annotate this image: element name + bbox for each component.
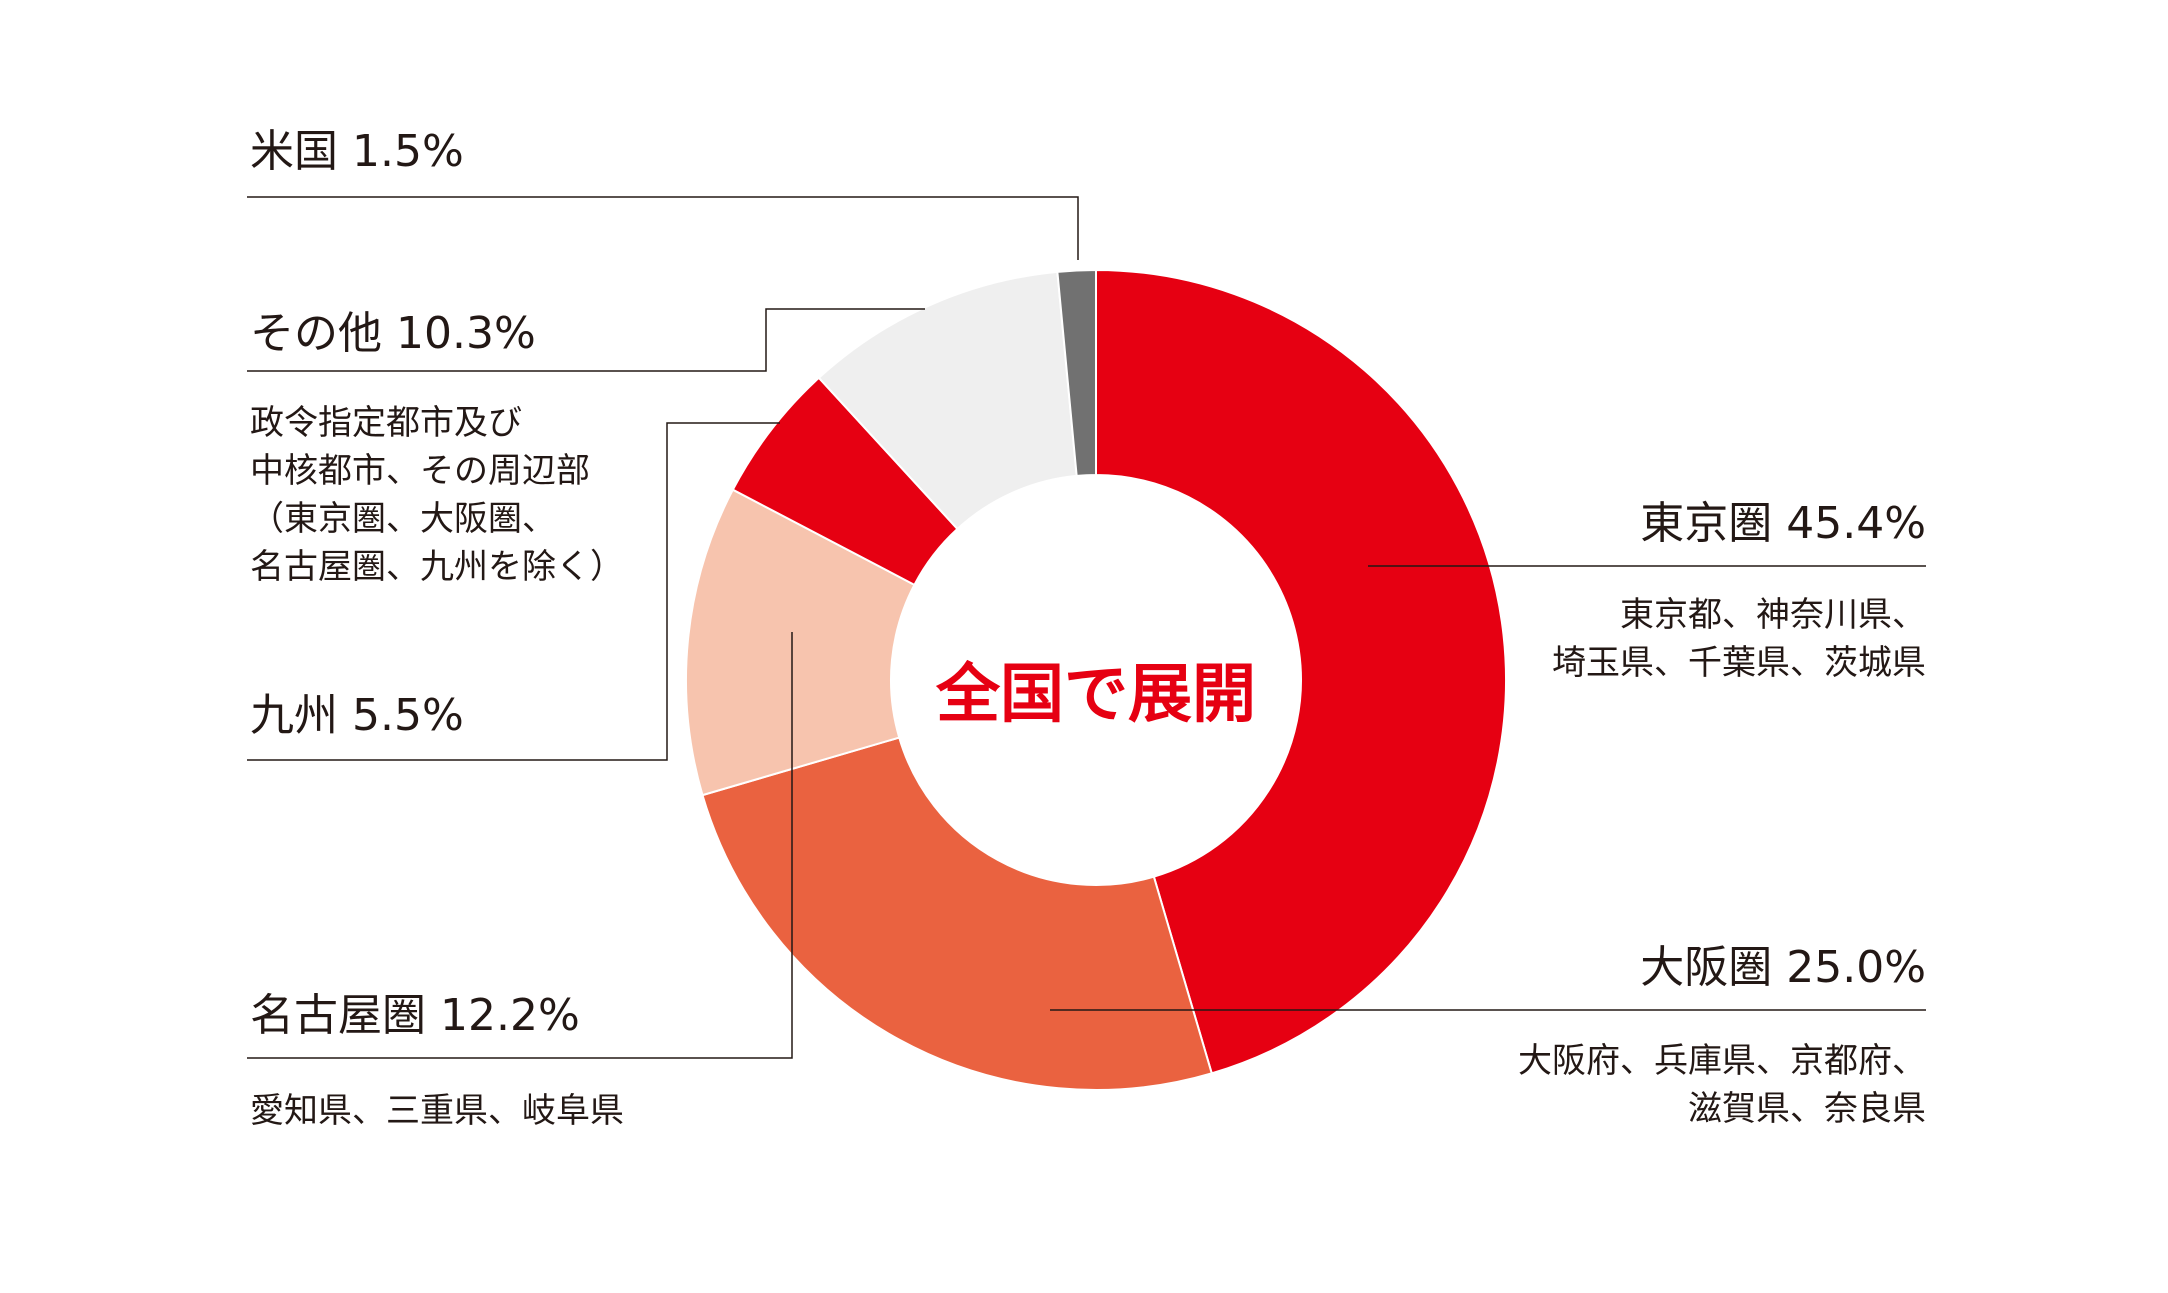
- slice-description-other: 政令指定都市及び: [250, 403, 522, 443]
- slice-label-kyushu: 九州 5.5%: [250, 690, 464, 741]
- slice-usa: [1056, 268, 1097, 478]
- slice-description-other: （東京圏、大阪圏、: [250, 499, 556, 539]
- slice-description-other: 名古屋圏、九州を除く）: [250, 547, 624, 587]
- slice-label-tokyo: 東京圏 45.4%: [1640, 498, 1926, 549]
- slice-tokyo: [1095, 268, 1507, 1075]
- leader-lines-layer: [247, 196, 1926, 1059]
- slice-label-usa: 米国 1.5%: [250, 126, 464, 177]
- slice-osaka: [701, 736, 1213, 1092]
- leader-line-nagoya: [247, 632, 793, 1059]
- slice-label-nagoya: 名古屋圏 12.2%: [250, 990, 580, 1041]
- slice-description-osaka: 大阪府、兵庫県、京都府、: [1518, 1041, 1926, 1081]
- slice-description-tokyo: 東京都、神奈川県、: [1620, 595, 1926, 635]
- slices-layer: [685, 268, 1507, 1092]
- leader-line-kyushu: [247, 422, 780, 761]
- slice-label-other: その他 10.3%: [250, 308, 536, 359]
- slice-nagoya: [685, 488, 916, 797]
- slice-label-osaka: 大阪圏 25.0%: [1640, 942, 1926, 993]
- center-label: 全国で展開: [935, 658, 1256, 732]
- slice-description-osaka: 滋賀県、奈良県: [1688, 1089, 1926, 1129]
- slice-description-nagoya: 愛知県、三重県、岐阜県: [250, 1091, 624, 1131]
- leader-line-usa: [247, 196, 1079, 260]
- slice-description-other: 中核都市、その周辺部: [250, 451, 590, 491]
- leader-line-other: [247, 308, 925, 372]
- slice-description-tokyo: 埼玉県、千葉県、茨城県: [1552, 643, 1926, 683]
